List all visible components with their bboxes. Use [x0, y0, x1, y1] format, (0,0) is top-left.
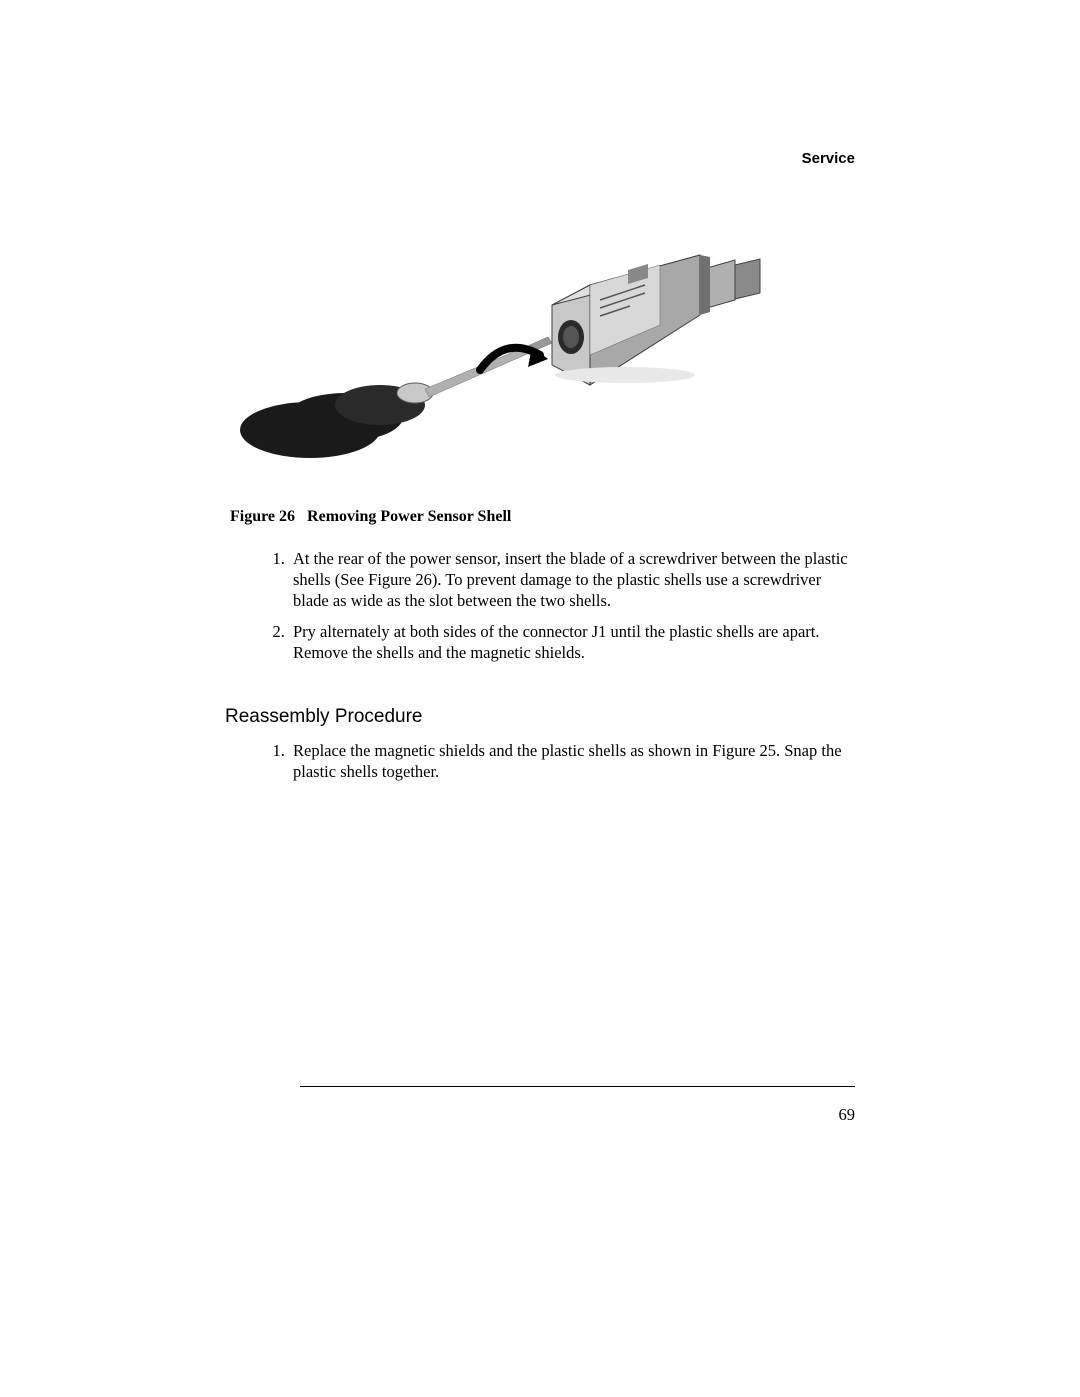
figure-caption-label: Figure 26	[230, 508, 295, 525]
reassembly-list: Replace the magnetic shields and the pla…	[255, 740, 855, 782]
footer-rule	[300, 1086, 855, 1087]
reassembly-steps-block: Replace the magnetic shields and the pla…	[255, 740, 855, 782]
figure-caption: Figure 26 Removing Power Sensor Shell	[230, 508, 855, 526]
header-section-label: Service	[802, 150, 855, 167]
figure-caption-title: Removing Power Sensor Shell	[307, 508, 511, 525]
list-item: Pry alternately at both sides of the con…	[289, 621, 855, 663]
list-item: Replace the magnetic shields and the pla…	[289, 740, 855, 782]
list-item: At the rear of the power sensor, insert …	[289, 548, 855, 611]
document-page: Service	[0, 0, 1080, 1397]
page-number: 69	[839, 1105, 856, 1125]
reassembly-heading: Reassembly Procedure	[225, 706, 855, 728]
disassembly-steps-block: At the rear of the power sensor, insert …	[255, 548, 855, 664]
figure-26-illustration	[230, 215, 790, 490]
disassembly-list: At the rear of the power sensor, insert …	[255, 548, 855, 664]
power-sensor-diagram-icon	[230, 215, 790, 490]
